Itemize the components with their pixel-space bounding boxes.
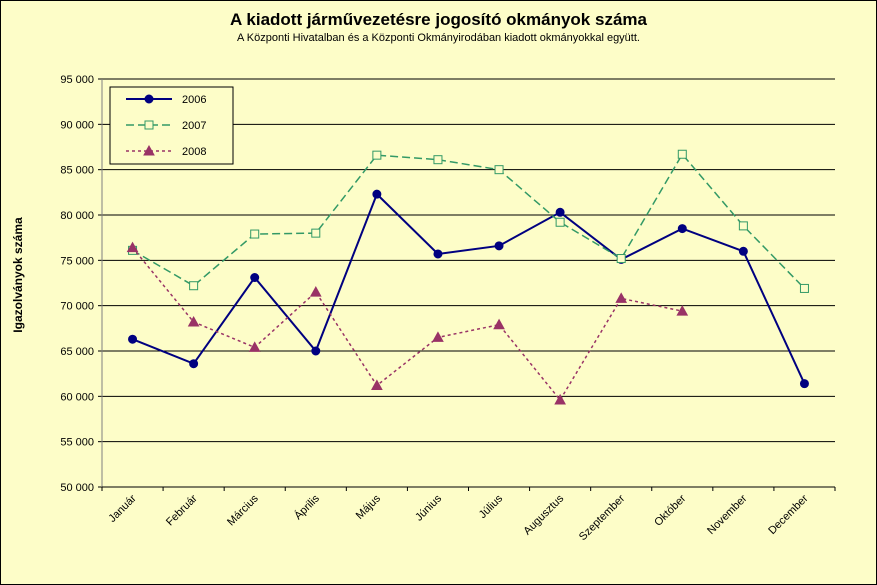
data-point-2006 [677, 224, 687, 234]
y-tick-label: 65 000 [60, 346, 94, 358]
data-point-2006 [128, 334, 138, 344]
series-line-2007 [132, 152, 805, 289]
x-tick-label: November [705, 492, 750, 537]
legend-marker-2007 [144, 120, 154, 130]
data-point-2007 [677, 149, 687, 159]
y-tick-label: 75 000 [60, 255, 94, 267]
data-point-2006 [738, 246, 748, 256]
data-point-2008 [432, 331, 444, 342]
legend-marker-2008 [143, 144, 155, 156]
x-tick-label: Szeptember [577, 492, 628, 543]
chart-subtitle: A Központi Hivatalban és a Központi Okmá… [237, 32, 640, 44]
data-point-2006 [250, 273, 260, 283]
data-point-2007 [555, 217, 565, 227]
y-tick-label: 85 000 [60, 165, 94, 177]
data-point-2007 [799, 283, 809, 293]
data-point-2007 [494, 165, 504, 175]
y-tick-label: 95 000 [60, 74, 94, 86]
data-point-2008 [187, 315, 200, 327]
data-point-2008 [676, 305, 689, 316]
chart-title: A kiadott járművezetésre jogosító okmány… [230, 10, 647, 29]
y-tick-label: 80 000 [60, 210, 94, 222]
y-tick-label: 55 000 [60, 437, 94, 449]
data-point-2007 [250, 229, 260, 239]
data-point-2006 [311, 346, 321, 356]
series-line-2006 [132, 192, 806, 385]
data-point-2008 [309, 286, 322, 297]
legend-label-2006: 2006 [182, 94, 206, 106]
y-tick-label: 60 000 [60, 391, 94, 403]
legend-marker-2006 [144, 94, 154, 104]
data-point-2007 [616, 254, 626, 264]
data-point-2008 [126, 241, 139, 253]
data-point-2007 [738, 221, 748, 231]
x-tick-label: Október [652, 492, 688, 528]
x-tick-label: Február [164, 492, 200, 528]
data-point-2006 [555, 207, 565, 217]
data-point-2008 [554, 393, 566, 405]
data-point-2006 [372, 189, 382, 199]
data-point-2007 [311, 228, 321, 238]
legend-label-2008: 2008 [182, 146, 206, 158]
legend-label-2007: 2007 [182, 120, 206, 132]
data-point-2006 [433, 249, 443, 259]
y-axis-label: Igazolványok száma [11, 217, 25, 333]
x-tick-label: Augusztus [521, 492, 566, 537]
x-tick-label: Március [225, 492, 261, 528]
data-point-2007 [372, 150, 382, 160]
x-tick-label: Június [413, 492, 444, 523]
data-point-2008 [371, 379, 383, 390]
data-point-2008 [615, 292, 628, 303]
y-tick-label: 90 000 [60, 119, 94, 131]
x-tick-label: Május [354, 492, 384, 522]
data-point-2006 [494, 241, 504, 251]
data-point-2007 [433, 155, 443, 165]
x-tick-label: December [766, 492, 811, 537]
x-tick-label: Január [106, 492, 139, 525]
x-tick-label: Április [292, 492, 323, 523]
data-point-2008 [493, 318, 505, 330]
data-point-2006 [189, 359, 199, 369]
data-point-2007 [189, 281, 199, 291]
y-tick-label: 50 000 [60, 482, 94, 494]
x-tick-label: Július [477, 492, 506, 521]
data-point-2008 [248, 341, 261, 352]
data-point-2006 [799, 379, 809, 389]
y-tick-label: 70 000 [60, 301, 94, 313]
